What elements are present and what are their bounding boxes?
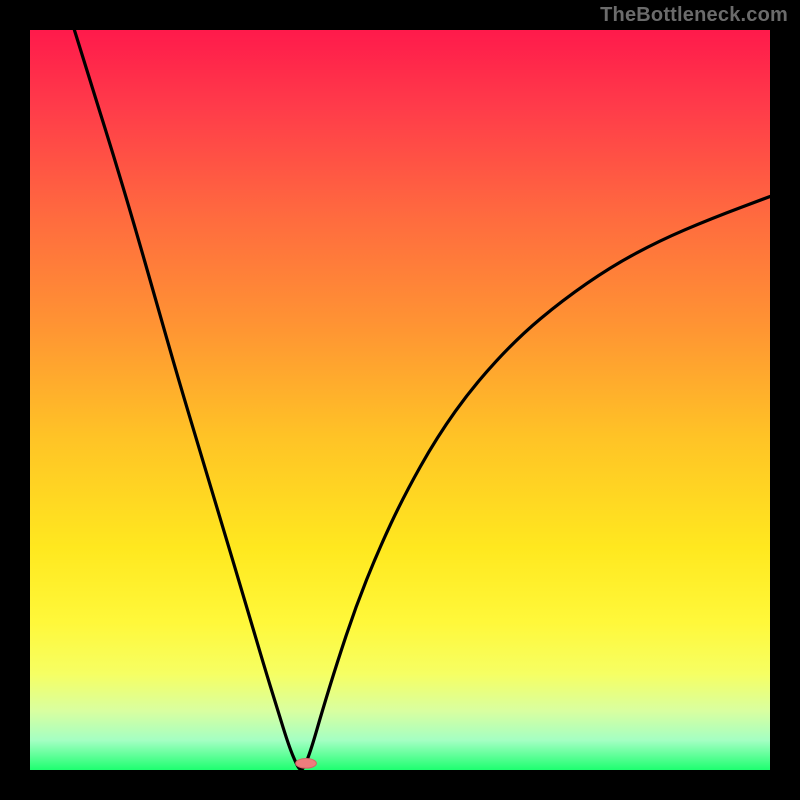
bottleneck-chart: [0, 0, 800, 800]
optimal-point-marker: [296, 759, 317, 769]
watermark-text: TheBottleneck.com: [600, 4, 788, 27]
chart-container: { "watermark": { "text": "TheBottleneck.…: [0, 0, 800, 800]
gradient-background: [30, 30, 770, 770]
